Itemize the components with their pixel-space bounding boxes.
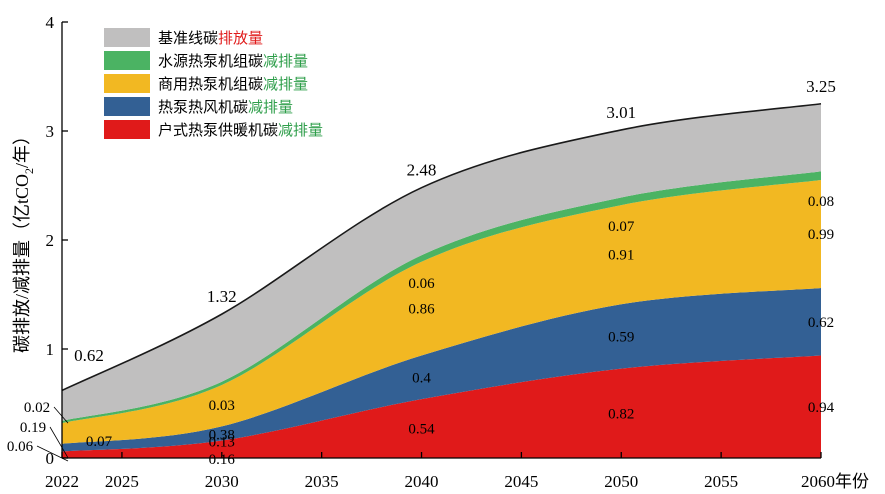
area-commercial-heat-pump: [62, 180, 821, 444]
x-tick-label: 2060年份: [801, 472, 869, 491]
chart-legend: 基准线碳排放量水源热泵机组碳减排量商用热泵机组碳减排量热泵热风机碳减排量户式热泵…: [104, 28, 323, 139]
label-air-heater: 0.59: [608, 329, 634, 345]
x-tick-label: 2025: [105, 472, 139, 491]
y-tick-label: 3: [46, 122, 55, 141]
x-tick-label: 2050: [604, 472, 638, 491]
legend-swatch: [104, 97, 150, 116]
legend-swatch: [104, 28, 150, 47]
label-household: 0.94: [808, 400, 835, 416]
label-baseline-total: 2.48: [407, 161, 437, 180]
y-axis-title: 碳排放/减排量（亿tCO2/年）: [12, 127, 36, 353]
label-air-heater: 0.4: [412, 370, 431, 386]
label-air-heater: 0.13: [209, 435, 235, 451]
legend-swatch: [104, 74, 150, 93]
label-air-heater: 0.62: [808, 315, 834, 331]
label-water-source: 0.08: [808, 194, 834, 210]
label-water-source: 0.07: [608, 219, 635, 235]
legend-swatch: [104, 51, 150, 70]
label-commercial: 0.91: [608, 248, 634, 264]
label-household: 0.82: [608, 406, 634, 422]
label-air-heater: 0.07: [86, 434, 113, 450]
legend-baseline: 基准线碳排放量: [158, 30, 263, 47]
label-2022-callout: 0.06: [7, 439, 34, 455]
callout-leader-line: [36, 445, 69, 462]
y-tick-label: 0: [46, 449, 55, 468]
x-tick-label: 2030: [205, 472, 239, 491]
label-household: 0.54: [408, 422, 435, 438]
y-tick-label: 2: [46, 231, 55, 250]
y-tick-label: 1: [46, 340, 55, 359]
chart-axes: 0 1 2 3 4 2022 2025 2030 2035 2040 2045 2050 2055 206…: [45, 13, 869, 491]
x-tick-label: 2022: [45, 472, 79, 491]
label-water-source: 0.06: [408, 276, 435, 292]
label-2022-callout: 0.19: [20, 420, 46, 436]
label-baseline-total: 1.32: [207, 287, 237, 306]
x-tick-label: 2035: [305, 472, 339, 491]
label-baseline-total: 3.01: [606, 103, 636, 122]
label-baseline-total: 3.25: [806, 77, 836, 96]
legend-air-heater: 热泵热风机碳减排量: [158, 99, 293, 116]
legend-water-source: 水源热泵机组碳减排量: [158, 53, 308, 70]
label-water-source: 0.03: [209, 398, 235, 414]
label-commercial: 0.99: [808, 227, 834, 243]
chart-data-labels: 0.160.130.38 0.03 1.32 0.54 0.4 0.86 0.06 2.48 0…: [7, 77, 836, 468]
callout-leader-line: [49, 426, 69, 459]
legend-household: 户式热泵供暖机碳减排量: [158, 122, 323, 139]
legend-commercial: 商用热泵机组碳减排量: [158, 76, 308, 93]
x-tick-label: 2040: [405, 472, 439, 491]
chart-areas: [61, 102, 822, 458]
label-household: 0.16: [209, 452, 236, 468]
x-tick-label: 2045: [504, 472, 538, 491]
legend-swatch: [104, 120, 150, 139]
baseline-emission-line: [61, 102, 822, 392]
callout-leader-line: [53, 406, 69, 424]
label-commercial: 0.86: [408, 302, 435, 318]
y-axis-label: 碳排放/减排量（亿tCO2/年）: [12, 127, 36, 353]
label-baseline-total: 0.62: [74, 346, 104, 365]
label-2022-callout: 0.02: [24, 400, 50, 416]
label-commercial: 0.38: [209, 427, 235, 443]
area-baseline-emissions: [62, 103, 821, 421]
area-heat-pump-air-heater: [62, 287, 821, 452]
x-tick-label: 2055: [704, 472, 738, 491]
y-tick-label: 4: [46, 13, 55, 32]
area-household-heat-pump: [62, 355, 821, 458]
